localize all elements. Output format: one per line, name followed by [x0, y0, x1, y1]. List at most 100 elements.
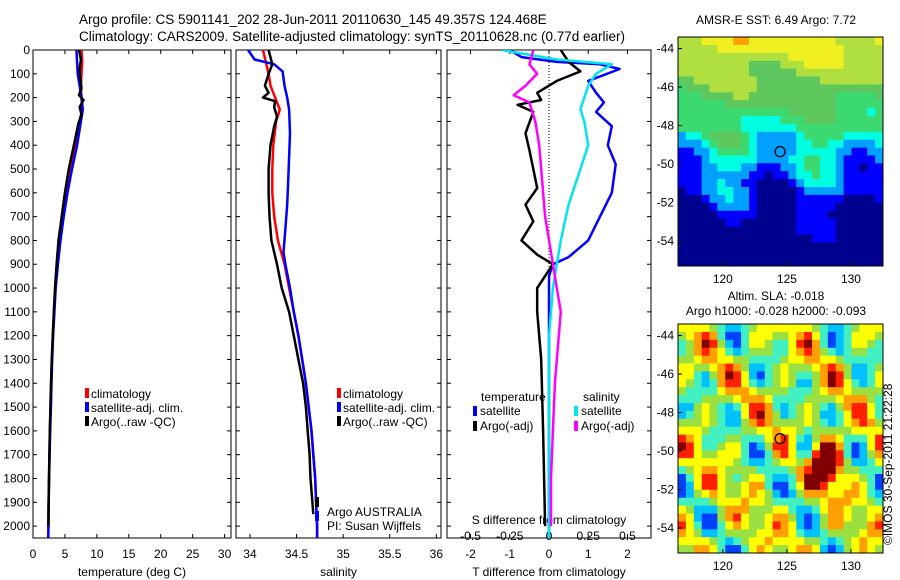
heatmap-cell [804, 139, 813, 149]
annotation-marker [315, 511, 319, 521]
heatmap-cell [685, 147, 695, 157]
argo-location-marker [774, 432, 786, 445]
heatmap-cell [678, 371, 687, 380]
heatmap-cell [851, 497, 860, 507]
heatmap-cell [693, 116, 703, 125]
heatmap-cell [756, 250, 766, 259]
heatmap-cell [685, 513, 695, 522]
heatmap-cell [717, 218, 726, 228]
heatmap-cell [851, 339, 860, 349]
series-group [46, 50, 85, 538]
heatmap-cell [796, 218, 805, 228]
heatmap-cell [701, 76, 711, 85]
heatmap-cell [772, 60, 782, 70]
heatmap-cell [756, 379, 766, 388]
map-title: AMSR-E SST: 6.49 Argo: 7.72 [696, 13, 856, 27]
heatmap-cell [835, 474, 845, 483]
heatmap-cell [804, 363, 813, 372]
heatmap-cell [741, 194, 750, 204]
heatmap-cell [835, 395, 845, 404]
heatmap-cell [875, 250, 883, 259]
heatmap-cell [678, 139, 687, 149]
heatmap-cell [764, 324, 774, 333]
heatmap-cell [709, 108, 718, 117]
heatmap-cell [780, 395, 789, 404]
heatmap-cell [733, 426, 742, 436]
heatmap-cell [772, 450, 782, 459]
heatmap-cell [764, 116, 774, 125]
x-tick-label: 5 [62, 547, 69, 561]
heatmap-cell [749, 234, 758, 243]
heatmap-cell [804, 171, 813, 180]
heatmap-cell [875, 545, 883, 553]
legend-swatch [337, 388, 341, 398]
heatmap-cell [804, 466, 813, 475]
heatmap-cell [788, 226, 797, 235]
heatmap-cell [764, 395, 774, 404]
heatmap-cell [678, 84, 687, 93]
heatmap-cell [764, 529, 774, 538]
heatmap-cell [764, 218, 774, 228]
heatmap-cell [875, 395, 883, 404]
heatmap-cell [756, 84, 766, 93]
heatmap-cell [788, 379, 797, 388]
heatmap-cell [875, 123, 883, 133]
heatmap-cells [678, 324, 883, 553]
series-line-argo [516, 50, 582, 527]
heatmap-cell [788, 210, 797, 220]
heatmap-cell [780, 116, 789, 125]
heatmap-cell [749, 147, 758, 157]
heatmap-cell [717, 505, 726, 515]
heatmap-cell [733, 187, 742, 196]
heatmap-cell [725, 194, 734, 204]
heatmap-cell [796, 545, 805, 553]
heatmap-cell [741, 545, 750, 553]
heatmap-cell [717, 450, 726, 459]
heatmap-cell [835, 202, 845, 212]
heatmap-cell [835, 489, 845, 499]
heatmap-cell [764, 92, 774, 101]
heatmap-cell [678, 426, 687, 436]
heatmap-cell [756, 163, 766, 172]
heatmap-cell [701, 226, 711, 235]
heatmap-cell [875, 108, 883, 117]
legend-swatch [85, 402, 89, 412]
heatmap-cell [749, 179, 758, 188]
heatmap-cell [780, 481, 789, 491]
heatmap-cell [827, 100, 837, 109]
heatmap-cell [772, 131, 782, 141]
heatmap-cell [780, 379, 789, 388]
heatmap-cell [749, 60, 758, 70]
heatmap-cell [709, 179, 718, 188]
heatmap-cell [756, 371, 766, 380]
heatmap-cell [812, 395, 821, 404]
heatmap-cell [678, 410, 687, 420]
heatmap-cell [780, 529, 789, 538]
heatmap-cell [685, 52, 695, 62]
heatmap-cell [859, 474, 868, 483]
heatmap-cell [764, 147, 774, 157]
heatmap-cell [709, 426, 718, 436]
heatmap-cell [701, 194, 711, 204]
heatmap-cell [835, 131, 845, 141]
x-tick-label: 20 [154, 547, 168, 561]
heatmap-cell [867, 505, 876, 515]
heatmap-cell [709, 442, 718, 451]
heatmap-cell [709, 60, 718, 70]
heatmap-cell [788, 339, 797, 349]
heatmap-cell [701, 418, 711, 428]
heatmap-cell [772, 147, 782, 157]
heatmap-cell [812, 537, 821, 546]
heatmap-cell [796, 387, 805, 396]
heatmap-cell [741, 242, 750, 251]
heatmap-cell [701, 387, 711, 396]
heatmap-cell [812, 60, 821, 70]
heatmap-cell [819, 258, 829, 266]
heatmap-cell [788, 123, 797, 133]
s-tick-label: -0.25 [496, 529, 524, 543]
heatmap-cell [741, 410, 750, 420]
heatmap-cell [709, 92, 718, 101]
heatmap-cell [733, 450, 742, 459]
heatmap-cell [733, 529, 742, 538]
heatmap-cell [780, 52, 789, 62]
